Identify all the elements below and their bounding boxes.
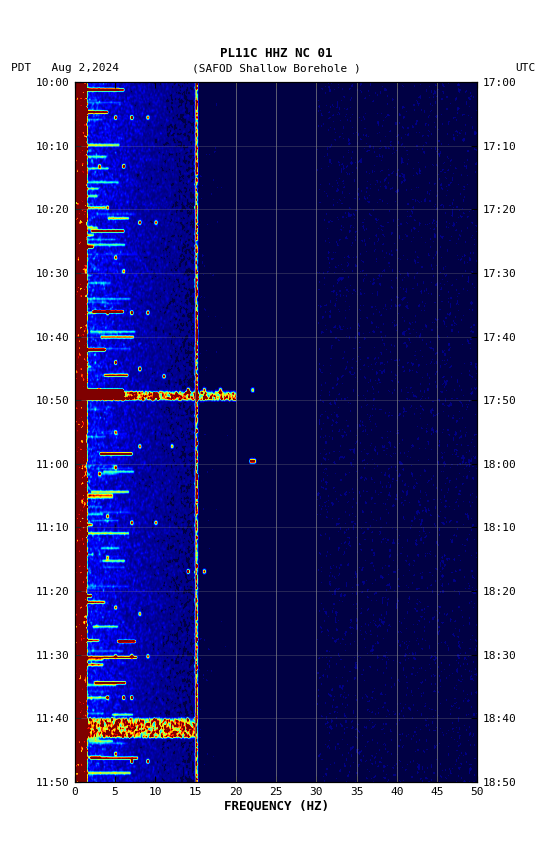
X-axis label: FREQUENCY (HZ): FREQUENCY (HZ)	[224, 799, 328, 812]
Text: UTC: UTC	[515, 63, 535, 73]
Text: (SAFOD Shallow Borehole ): (SAFOD Shallow Borehole )	[192, 63, 360, 73]
Text: PDT   Aug 2,2024: PDT Aug 2,2024	[11, 63, 119, 73]
Text: PL11C HHZ NC 01: PL11C HHZ NC 01	[220, 48, 332, 60]
